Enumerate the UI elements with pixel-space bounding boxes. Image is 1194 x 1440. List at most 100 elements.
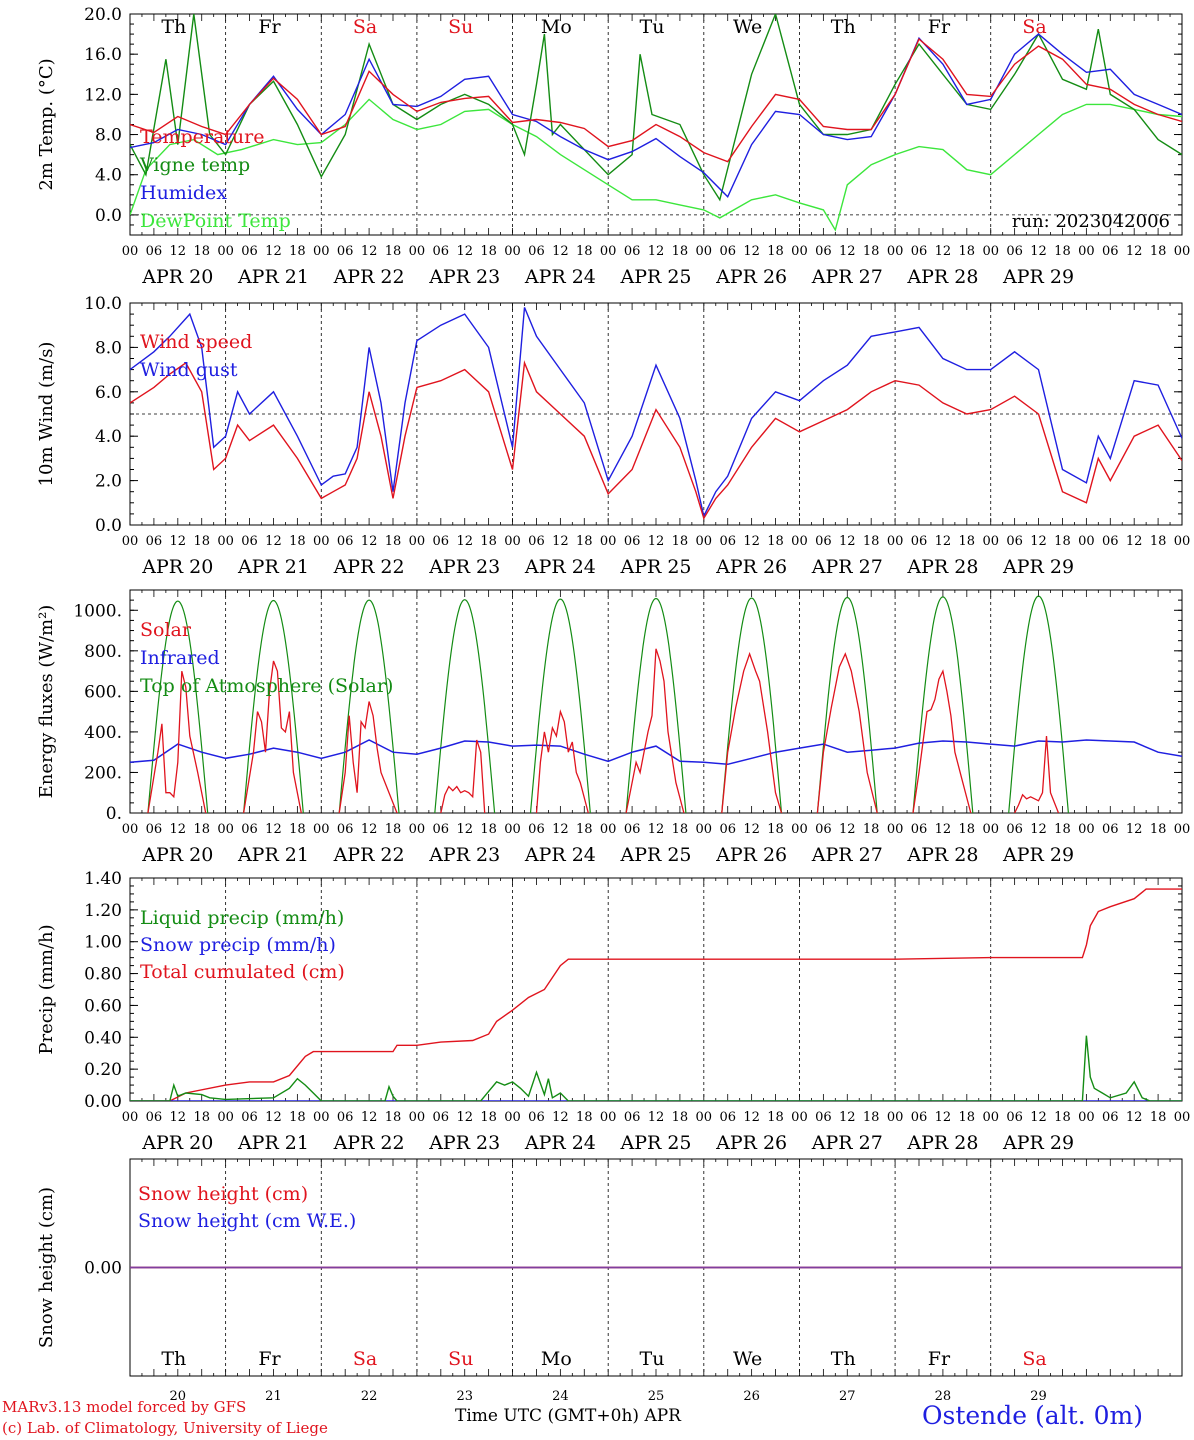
hour-tick-label: 06 (528, 534, 545, 549)
legend-entry: Solar (140, 619, 192, 641)
hour-tick-label: 06 (911, 1110, 928, 1125)
hour-tick-label: 18 (767, 244, 784, 259)
solar-line (816, 652, 878, 813)
y-tick-label: 1.40 (84, 869, 122, 889)
hour-tick-label: 18 (1054, 534, 1071, 549)
hour-tick-label: 00 (696, 822, 713, 837)
hour-tick-label: 18 (193, 244, 210, 259)
hour-tick-label: 12 (361, 534, 378, 549)
y-tick-label: 1.20 (84, 901, 122, 921)
y-tick-label: 600. (84, 682, 122, 702)
hour-tick-label: 06 (241, 822, 258, 837)
solar-line (242, 660, 302, 813)
hour-tick-label: 00 (600, 1110, 617, 1125)
hour-tick-label: 06 (1102, 1110, 1119, 1125)
legend-entry: Wind speed (140, 331, 252, 353)
y-tick-label: 0.80 (84, 965, 122, 985)
hour-tick-label: 00 (887, 1110, 904, 1125)
panel-frame (129, 589, 1183, 814)
hour-tick-label: 18 (480, 1110, 497, 1125)
hour-tick-label: 00 (982, 1110, 999, 1125)
legend-entry: Wind gust (140, 359, 238, 381)
plot-area (130, 307, 1182, 521)
date-label: APR 26 (715, 844, 787, 866)
hour-tick-label: 12 (552, 822, 569, 837)
hour-tick-label: 06 (433, 534, 450, 549)
hour-tick-label: 18 (863, 822, 880, 837)
hour-tick-label: 06 (241, 534, 258, 549)
date-label: APR 25 (619, 266, 691, 288)
hour-tick-label: 06 (911, 244, 928, 259)
y-tick-label: 0.40 (84, 1028, 122, 1048)
hour-tick-label: 18 (1054, 822, 1071, 837)
hour-tick-label: 00 (409, 822, 426, 837)
hour-tick-label: 00 (982, 534, 999, 549)
hour-tick-label: 00 (1174, 244, 1191, 259)
hour-tick-label: 18 (959, 1110, 976, 1125)
hour-tick-label: 18 (672, 822, 689, 837)
date-label: APR 28 (906, 1132, 978, 1154)
footer-lab-credit: (c) Lab. of Climatology, University of L… (2, 1419, 328, 1437)
series-line-green (130, 14, 1182, 202)
day-number-label: 23 (456, 1389, 473, 1404)
hour-tick-label: 18 (672, 244, 689, 259)
hour-tick-label: 12 (170, 822, 187, 837)
weekday-label: Su (448, 16, 473, 38)
day-number-label: 21 (265, 1389, 282, 1404)
hour-tick-label: 18 (959, 244, 976, 259)
hour-tick-label: 00 (313, 534, 330, 549)
hour-tick-label: 06 (719, 1110, 736, 1125)
hour-tick-label: 12 (648, 822, 665, 837)
toa-solar-arc (338, 599, 400, 813)
hour-tick-label: 12 (552, 1110, 569, 1125)
plot-area (130, 14, 1182, 232)
hour-tick-label: 06 (337, 244, 354, 259)
y-tick-label: 2.0 (95, 472, 122, 492)
weekday-label: Fr (258, 16, 281, 38)
solar-line (912, 669, 972, 813)
hour-tick-label: 06 (337, 822, 354, 837)
hour-tick-label: 18 (672, 1110, 689, 1125)
date-label: APR 29 (1002, 1132, 1074, 1154)
hour-tick-label: 12 (170, 244, 187, 259)
y-tick-label: 400. (84, 723, 122, 743)
weekday-label: We (733, 16, 762, 38)
date-label: APR 25 (619, 1132, 691, 1154)
hour-tick-label: 12 (648, 1110, 665, 1125)
hour-tick-label: 18 (289, 244, 306, 259)
solar-line (721, 651, 783, 813)
hour-tick-label: 00 (887, 822, 904, 837)
hour-tick-label: 06 (719, 244, 736, 259)
hour-tick-label: 06 (624, 534, 641, 549)
hour-tick-label: 12 (456, 822, 473, 837)
hour-tick-label: 00 (600, 534, 617, 549)
date-label: APR 23 (428, 1132, 500, 1154)
x-axis-title: Time UTC (GMT+0h) APR (455, 1406, 681, 1426)
hour-tick-label: 18 (385, 1110, 402, 1125)
date-label: APR 27 (811, 1132, 883, 1154)
y-tick-label: 8.0 (95, 126, 122, 146)
hour-tick-label: 18 (480, 244, 497, 259)
hour-tick-label: 12 (552, 534, 569, 549)
hour-tick-label: 18 (959, 822, 976, 837)
legend-entry: Total cumulated (cm) (140, 961, 345, 983)
weekday-label: Fr (928, 1348, 951, 1370)
hour-tick-label: 18 (767, 534, 784, 549)
hour-tick-label: 18 (385, 822, 402, 837)
hour-tick-label: 18 (1150, 822, 1167, 837)
hour-tick-label: 00 (1078, 244, 1095, 259)
toa-solar-arc (147, 600, 209, 813)
hour-tick-label: 00 (887, 534, 904, 549)
hour-tick-label: 06 (241, 1110, 258, 1125)
y-tick-label: 10.0 (84, 294, 122, 314)
hour-tick-label: 00 (217, 1110, 234, 1125)
date-label: APR 20 (141, 844, 213, 866)
date-label: APR 24 (524, 266, 596, 288)
y-axis-title: Precip (mm/h) (36, 924, 57, 1054)
hour-tick-label: 18 (385, 534, 402, 549)
hour-tick-label: 12 (743, 534, 760, 549)
hour-tick-label: 12 (839, 534, 856, 549)
toa-solar-arc (434, 599, 496, 813)
y-tick-label: 0.0 (95, 516, 122, 536)
date-label: APR 24 (524, 1132, 596, 1154)
